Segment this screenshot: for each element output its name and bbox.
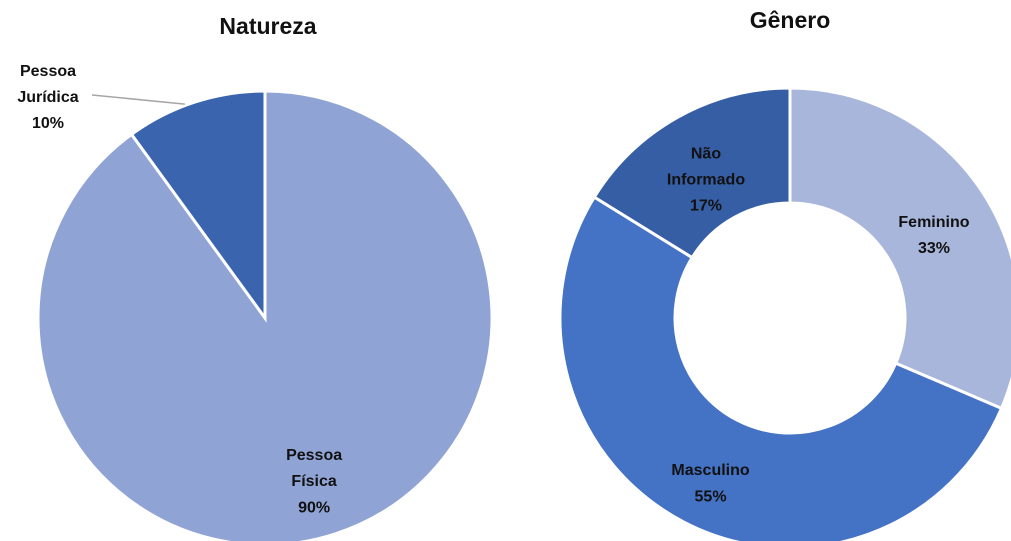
slice — [558, 195, 1004, 541]
data-label-name: Pessoa Jurídica — [17, 63, 78, 106]
data-label-name: Feminino — [898, 214, 969, 231]
data-label-value: 17% — [690, 198, 722, 215]
data-label-name: Pessoa Física — [286, 447, 342, 490]
data-label-name: Masculino — [671, 462, 749, 479]
slice — [36, 89, 494, 541]
data-label-value: 10% — [32, 115, 64, 132]
data-label-name: Não Informado — [667, 146, 745, 189]
slice — [788, 86, 1011, 411]
data-label-value: 55% — [695, 488, 727, 505]
data-label-value: 33% — [918, 240, 950, 257]
chart-title: Natureza — [219, 13, 316, 39]
chart-title: Gênero — [750, 7, 831, 33]
slice — [129, 89, 267, 323]
slice — [592, 86, 792, 260]
data-label-value: 90% — [298, 499, 330, 516]
leader-line — [91, 94, 185, 105]
